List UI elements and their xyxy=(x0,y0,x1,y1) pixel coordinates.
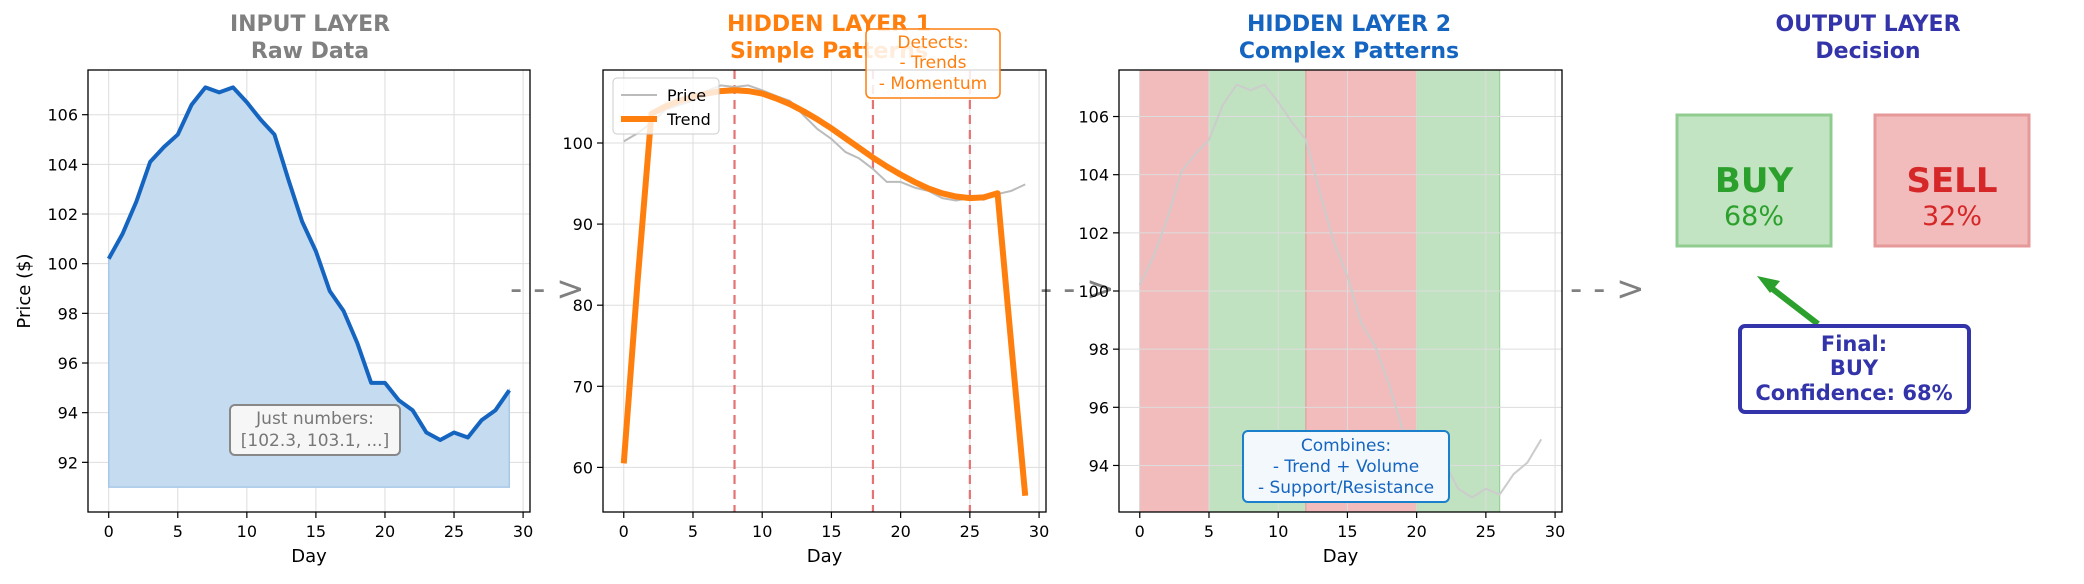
arrow-hidden2-to-output: - - > xyxy=(1570,269,1645,309)
x-tick-label-10: 10 xyxy=(237,522,257,541)
buy-box-background xyxy=(1675,113,1833,248)
y-tick-label-102: 102 xyxy=(1078,224,1109,243)
x-tick-label-5: 5 xyxy=(688,522,698,541)
y-tick-label-60: 60 xyxy=(573,458,593,477)
y-tick-label-94: 94 xyxy=(58,404,78,423)
output-layer-subheading: Decision xyxy=(1815,39,1920,64)
input-price-chart: 0 5 10 15 20 25 30 92 94 96 98 100 102 104 106 Day Price… xyxy=(14,69,533,567)
y-tick-label-106: 106 xyxy=(1078,108,1109,127)
x-tick-label-15: 15 xyxy=(821,522,841,541)
input-annotation: Just numbers: [102.3, 103.1, ...] xyxy=(229,404,401,456)
output-layer-title: OUTPUT LAYER Decision xyxy=(1775,12,1960,64)
hidden-layer-2-heading: HIDDEN LAYER 2 xyxy=(1247,12,1451,37)
input-layer-title: INPUT LAYER Raw Data xyxy=(230,12,390,64)
x-tick-label-0: 0 xyxy=(1135,522,1145,541)
final-decision-box: Final: BUY Confidence: 68% xyxy=(1738,324,1971,414)
hidden1-annotation-box xyxy=(865,28,1001,99)
arrow-input-to-hidden1: - - > xyxy=(510,269,585,309)
x-tick-label-15: 15 xyxy=(1337,522,1357,541)
y-tick-label-94: 94 xyxy=(1089,456,1109,475)
x-tick-label-0: 0 xyxy=(619,522,629,541)
y-tick-label-106: 106 xyxy=(47,106,78,125)
sell-decision-box: SELL 32% xyxy=(1873,113,2031,248)
hidden1-annotation-line-3: - Momentum xyxy=(879,74,987,94)
y-tick-label-98: 98 xyxy=(1089,340,1109,359)
output-layer-heading: OUTPUT LAYER xyxy=(1775,12,1960,37)
hidden2-annotation: Combines: - Trend + Volume - Support/Res… xyxy=(1242,430,1450,503)
legend-label-price: Price xyxy=(667,86,706,105)
decision-arrow xyxy=(1757,276,1820,327)
x-tick-label-20: 20 xyxy=(1406,522,1426,541)
decision-arrow-head xyxy=(1757,276,1780,293)
y-axis-label: Price ($) xyxy=(14,253,35,328)
input-annotation-line-1: Just numbers: xyxy=(255,409,374,429)
y-tick-label-104: 104 xyxy=(1078,166,1109,185)
plot-frame xyxy=(602,69,1047,513)
plot-frame xyxy=(87,69,531,513)
hidden-layer-2-title: HIDDEN LAYER 2 Complex Patterns xyxy=(1239,12,1459,64)
sell-box-background xyxy=(1873,113,2031,248)
x-tick-label-10: 10 xyxy=(752,522,772,541)
y-tick-label-96: 96 xyxy=(58,354,78,373)
sell-percentage: 32% xyxy=(1922,201,1982,232)
y-tick-label-98: 98 xyxy=(58,304,78,323)
hidden1-trend-chart: 0 5 10 15 20 25 30 60 70 80 90 100 Day Price Trend xyxy=(562,69,1049,567)
x-tick-label-25: 25 xyxy=(1476,522,1496,541)
x-tick-label-30: 30 xyxy=(1545,522,1565,541)
hidden2-annotation-line-1: Combines: xyxy=(1301,436,1391,456)
y-tick-label-104: 104 xyxy=(47,155,78,174)
x-tick-label-0: 0 xyxy=(104,522,114,541)
x-tick-label-5: 5 xyxy=(1204,522,1214,541)
hidden-layer-2-subheading: Complex Patterns xyxy=(1239,39,1459,64)
y-tick-label-80: 80 xyxy=(573,296,593,315)
legend-label-trend: Trend xyxy=(666,110,711,129)
x-tick-label-10: 10 xyxy=(1268,522,1288,541)
x-tick-label-20: 20 xyxy=(890,522,910,541)
buy-label: BUY xyxy=(1715,161,1794,201)
price-series-line xyxy=(106,85,511,442)
y-tick-label-100: 100 xyxy=(1078,282,1109,301)
x-axis-label: Day xyxy=(807,546,843,567)
x-tick-label-15: 15 xyxy=(306,522,326,541)
hidden1-annotation-line-2: - Trends xyxy=(900,53,967,73)
x-axis-label: Day xyxy=(1323,546,1359,567)
y-tick-label-90: 90 xyxy=(573,215,593,234)
x-axis-label: Day xyxy=(291,546,327,567)
final-box-background xyxy=(1738,324,1971,414)
final-line-2: BUY xyxy=(1830,356,1879,380)
y-tick-label-100: 100 xyxy=(562,134,593,153)
input-layer-heading: INPUT LAYER xyxy=(230,12,390,37)
final-line-1: Final: xyxy=(1821,332,1887,356)
arrow-hidden1-to-hidden2: - - > xyxy=(1040,269,1115,309)
buy-percentage: 68% xyxy=(1724,201,1784,232)
x-tick-label-5: 5 xyxy=(173,522,183,541)
input-layer-subheading: Raw Data xyxy=(251,39,369,64)
sell-label: SELL xyxy=(1906,161,1997,201)
decision-arrow-shaft xyxy=(1768,284,1820,327)
y-tick-label-102: 102 xyxy=(47,205,78,224)
y-tick-label-96: 96 xyxy=(1089,398,1109,417)
x-tick-label-25: 25 xyxy=(444,522,464,541)
x-tick-label-20: 20 xyxy=(375,522,395,541)
x-tick-label-30: 30 xyxy=(513,522,533,541)
x-tick-label-25: 25 xyxy=(960,522,980,541)
hidden1-annotation-line-1: Detects: xyxy=(897,33,968,53)
trend-series-line xyxy=(620,87,1029,497)
y-tick-label-100: 100 xyxy=(47,255,78,274)
hidden1-annotation: Detects: - Trends - Momentum xyxy=(865,28,1001,99)
final-line-3: Confidence: 68% xyxy=(1755,381,1952,405)
y-tick-label-92: 92 xyxy=(58,453,78,472)
hidden2-annotation-line-3: - Support/Resistance xyxy=(1258,478,1434,498)
y-tick-label-70: 70 xyxy=(573,377,593,396)
buy-decision-box: BUY 68% xyxy=(1675,113,1833,248)
input-annotation-line-2: [102.3, 103.1, ...] xyxy=(241,431,389,451)
input-annotation-box xyxy=(229,404,401,456)
x-tick-label-30: 30 xyxy=(1029,522,1049,541)
hidden2-annotation-box xyxy=(1242,430,1450,503)
hidden2-annotation-line-2: - Trend + Volume xyxy=(1273,457,1419,477)
price-series-line xyxy=(1138,83,1543,499)
